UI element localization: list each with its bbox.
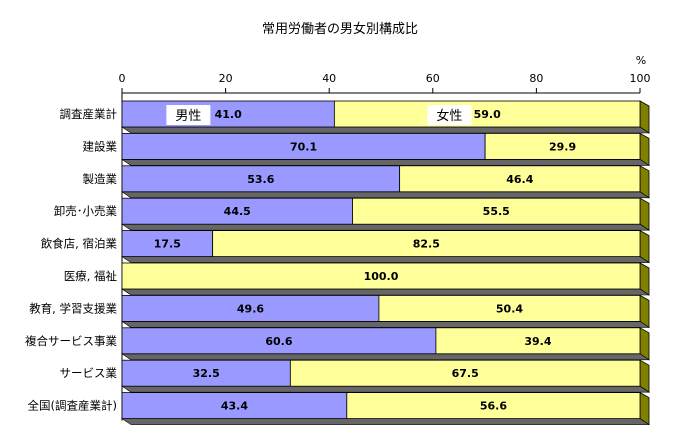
data-label-male: 60.6 bbox=[265, 335, 292, 348]
x-axis: 0 20 40 60 80 100 bbox=[119, 72, 651, 421]
bar-female bbox=[435, 327, 641, 355]
bar-female bbox=[346, 392, 641, 420]
bar-male bbox=[121, 197, 353, 225]
data-label-male: 43.4 bbox=[221, 400, 248, 413]
bar-bottom-face bbox=[121, 223, 650, 231]
data-label-female: 50.4 bbox=[496, 302, 523, 315]
bar-male bbox=[121, 294, 380, 322]
category-label: サービス業 bbox=[60, 366, 118, 380]
unit-label: % bbox=[636, 54, 646, 67]
bar-bottom-face bbox=[121, 126, 650, 134]
bar-male bbox=[121, 132, 486, 160]
bar-female bbox=[289, 359, 641, 387]
bar-female bbox=[212, 230, 641, 258]
legend-entry: 男性 bbox=[175, 109, 201, 124]
data-label-female: 55.5 bbox=[483, 205, 510, 218]
bar-female bbox=[484, 132, 641, 160]
bar-male bbox=[121, 327, 437, 355]
data-label-male: 70.1 bbox=[290, 140, 317, 153]
x-tick-label: 20 bbox=[219, 72, 233, 85]
bar-bottom-face bbox=[121, 256, 650, 263]
data-label-male: 44.5 bbox=[224, 205, 251, 218]
data-label-female: 46.4 bbox=[506, 173, 533, 186]
legend-box bbox=[427, 105, 472, 125]
x-tick-label: 40 bbox=[322, 72, 336, 85]
legend-entry: 女性 bbox=[436, 108, 462, 124]
data-label-female: 39.4 bbox=[524, 335, 551, 348]
legend: 男性 女性 bbox=[166, 105, 472, 125]
bar-female bbox=[333, 100, 641, 128]
bar-bottom-face bbox=[121, 353, 650, 361]
bar-bottom-face bbox=[121, 159, 650, 166]
category-label: 医療, 福祉 bbox=[64, 269, 118, 283]
category-label: 調査産業計 bbox=[60, 107, 118, 121]
bar-bottom-face bbox=[121, 288, 650, 296]
chart-title: 常用労働者の男女別構成比 bbox=[262, 21, 418, 37]
bar-depth-layer bbox=[121, 100, 650, 426]
category-label: 複合サービス事業 bbox=[25, 334, 117, 348]
category-label: 製造業 bbox=[83, 172, 118, 186]
bar-female bbox=[352, 197, 641, 225]
bar-female bbox=[121, 262, 641, 290]
category-label: 建設業 bbox=[83, 139, 118, 153]
bar-bottom-face bbox=[121, 385, 650, 393]
category-label: 全国(調査産業計) bbox=[28, 399, 117, 413]
data-label-male: 53.6 bbox=[247, 173, 274, 186]
bar-female bbox=[378, 294, 641, 322]
bar-male bbox=[121, 100, 335, 128]
bars bbox=[121, 100, 641, 420]
data-label-male: 17.5 bbox=[154, 238, 181, 251]
category-label: 飲食店, 宿泊業 bbox=[41, 237, 118, 251]
x-tick-label: 100 bbox=[630, 72, 651, 85]
bar-bottom-face bbox=[121, 191, 650, 199]
bar-male bbox=[121, 165, 401, 193]
data-labels: 41.0 59.0 70.1 29.9 53.6 46.4 44.5 55.5 17.5 82.5… bbox=[154, 108, 576, 413]
category-label: 卸売･小売業 bbox=[54, 204, 118, 218]
bar-male bbox=[121, 230, 214, 258]
data-label-female: 59.0 bbox=[474, 108, 501, 121]
data-label-male: 49.6 bbox=[237, 302, 264, 315]
bar-female bbox=[399, 165, 641, 193]
data-label-female: 82.5 bbox=[413, 238, 440, 251]
legend-box bbox=[166, 105, 211, 125]
x-tick-label: 80 bbox=[529, 72, 543, 85]
x-tick-label: 0 bbox=[119, 72, 126, 85]
bar-bottom-face bbox=[121, 418, 650, 425]
data-label-female: 100.0 bbox=[364, 270, 399, 283]
data-label-female: 56.6 bbox=[480, 400, 507, 413]
data-label-female: 29.9 bbox=[549, 140, 576, 153]
x-tick-label: 60 bbox=[426, 72, 440, 85]
data-label-female: 67.5 bbox=[452, 367, 479, 380]
data-label-male: 32.5 bbox=[193, 367, 220, 380]
bar-bottom-face bbox=[121, 321, 650, 328]
category-label: 教育, 学習支援業 bbox=[29, 301, 117, 315]
data-label-male: 41.0 bbox=[215, 108, 242, 121]
